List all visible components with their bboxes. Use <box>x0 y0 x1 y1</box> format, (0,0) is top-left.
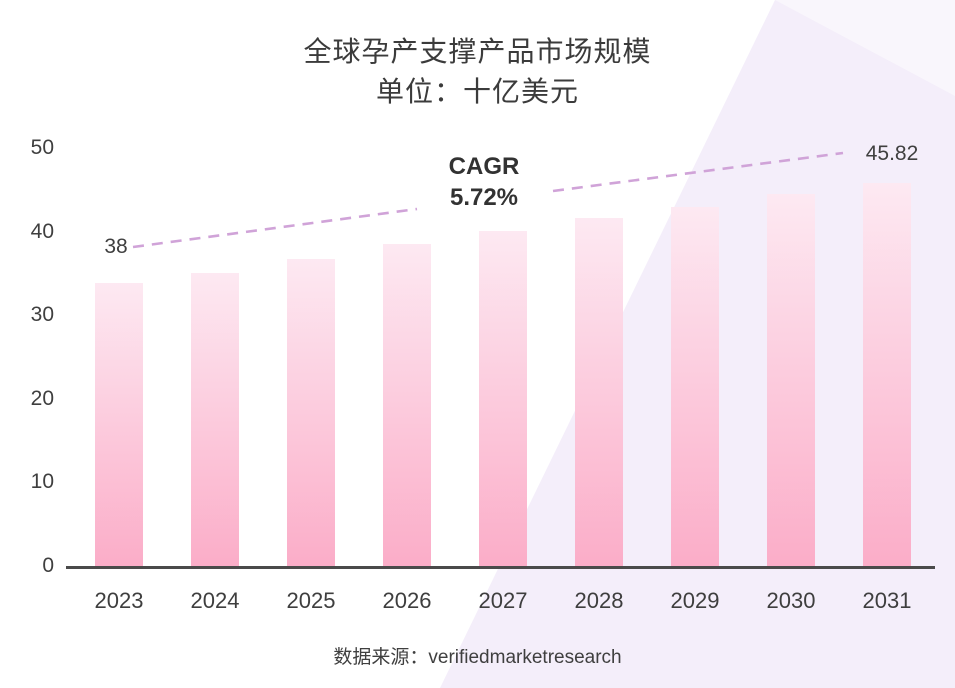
x-tick-label: 2029 <box>670 588 720 613</box>
y-tick-label: 50 <box>30 136 54 159</box>
bar-2031 <box>863 183 911 566</box>
first-bar-value-label: 38 <box>104 235 128 258</box>
x-tick-label: 2031 <box>862 588 912 613</box>
watermark-corner-triangle <box>775 0 955 96</box>
x-tick-label: 2030 <box>766 588 816 613</box>
x-tick-label: 2027 <box>478 588 528 613</box>
bar-2026 <box>383 244 431 566</box>
y-tick-label: 10 <box>30 470 54 493</box>
bar-2025 <box>287 259 335 566</box>
bar-2027 <box>479 231 527 566</box>
chart-title: 全球孕产支撑产品市场规模 <box>303 36 652 67</box>
source-note: 数据来源：verifiedmarketresearch <box>333 647 622 668</box>
y-tick-label: 0 <box>42 554 54 577</box>
x-tick-label: 2025 <box>286 588 336 613</box>
bar-2029 <box>671 207 719 566</box>
bar-2028 <box>575 218 623 566</box>
x-tick-label: 2024 <box>190 588 240 613</box>
cagr-annotation: CAGR 5.72% <box>384 151 584 213</box>
y-tick-label: 30 <box>30 303 54 326</box>
cagr-label: CAGR <box>448 153 520 180</box>
trend-dash-segment-2 <box>552 151 844 193</box>
cagr-value: 5.72% <box>449 184 519 211</box>
trend-dash-segment-1 <box>132 207 418 249</box>
x-tick-label: 2026 <box>382 588 432 613</box>
bar-2024 <box>191 273 239 566</box>
last-bar-value-label: 45.82 <box>865 142 919 165</box>
x-tick-label: 2023 <box>94 588 144 613</box>
bar-2023 <box>95 283 143 566</box>
x-tick-label: 2028 <box>574 588 624 613</box>
y-tick-label: 20 <box>30 387 54 410</box>
chart-subtitle: 单位：十亿美元 <box>375 76 579 107</box>
x-axis-line <box>66 566 935 569</box>
y-tick-label: 40 <box>30 220 54 243</box>
bar-2030 <box>767 194 815 566</box>
